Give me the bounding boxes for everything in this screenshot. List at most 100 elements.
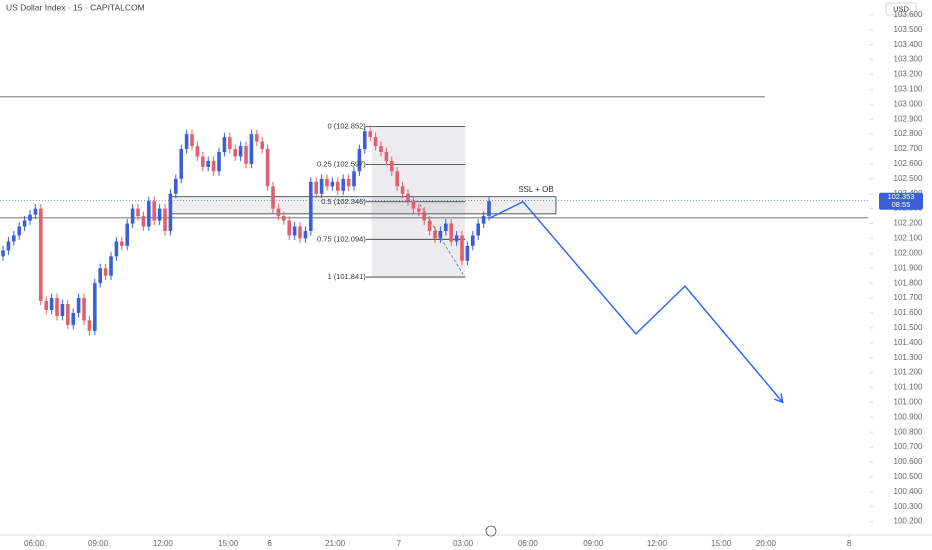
x-tick-label: 06:00 (518, 539, 539, 548)
candle-body (341, 178, 346, 191)
candle-body (390, 160, 394, 172)
candle-body (66, 304, 70, 325)
y-tick-label: 103.100 (894, 85, 923, 94)
candle-body (249, 134, 254, 164)
drawings: SSL + OB (0, 96, 869, 278)
candle-body (130, 208, 135, 224)
candle-body (17, 226, 22, 236)
y-tick-label: 102.500 (894, 174, 923, 183)
candle-body (314, 181, 319, 194)
candle-body (287, 220, 292, 236)
y-tick-label: 102.200 (894, 219, 923, 228)
candle-body (39, 208, 43, 302)
candle-body (55, 298, 59, 316)
candle-body (346, 178, 351, 187)
y-tick-label: 103.200 (894, 70, 923, 79)
candle-body (174, 178, 178, 194)
settings-icon[interactable] (485, 525, 497, 537)
x-tick-label: 06:00 (24, 539, 45, 548)
candle-body (109, 256, 113, 276)
candle-body (465, 245, 470, 261)
y-tick-label: 101.400 (894, 338, 923, 347)
y-tick-label: 100.300 (894, 502, 923, 511)
y-tick-label: 103.600 (894, 10, 923, 19)
candle-body (325, 178, 329, 187)
y-tick-label: 101.000 (894, 397, 923, 406)
candle-body (260, 141, 265, 150)
x-tick-label: 12:00 (647, 539, 668, 548)
candle-body (336, 181, 340, 191)
y-tick-label: 102.100 (894, 234, 923, 243)
x-tick-label: 09:00 (583, 539, 604, 548)
candle-body (141, 216, 146, 227)
currency-box[interactable] (885, 2, 917, 16)
y-tick-label: 100.600 (894, 457, 923, 466)
x-tick-label: 7 (397, 539, 402, 548)
candle-body (71, 312, 76, 325)
candle-body (363, 131, 367, 150)
candle-body (152, 201, 157, 221)
zone-label: SSL + OB (518, 185, 554, 194)
candle-body (163, 208, 167, 231)
candle-body (147, 201, 151, 227)
y-tick-label: 101.200 (894, 368, 923, 377)
y-tick-label: 102.700 (894, 144, 923, 153)
candle-body (49, 298, 54, 310)
candle-body (190, 134, 194, 147)
arrow-head (774, 393, 784, 404)
y-tick-label: 101.300 (894, 353, 923, 362)
x-tick-label: 8 (847, 539, 852, 548)
candle-body (28, 214, 32, 221)
candle-body (60, 304, 65, 316)
x-tick-label: 6 (268, 539, 273, 548)
currency: USD (893, 4, 909, 13)
price-tag-value: 102.353 (887, 192, 914, 201)
candles (1, 126, 491, 336)
candle-body (406, 193, 410, 202)
candle-body (368, 131, 373, 138)
candle-body (357, 149, 362, 172)
y-tick-label: 101.700 (894, 293, 923, 302)
candle-body (12, 235, 16, 242)
candle-body (400, 186, 405, 194)
price-tag (879, 192, 923, 210)
y-tick-label: 100.900 (894, 412, 923, 421)
candle-body (460, 235, 464, 261)
price-tag-countdown: 08:55 (892, 200, 911, 209)
candle-body (82, 298, 86, 321)
candle-body (395, 171, 400, 187)
candle-body (93, 283, 97, 331)
candle-body (201, 156, 205, 167)
fib-label: 1 (101.841) (327, 272, 366, 281)
candle-body (438, 230, 443, 239)
candle-body (309, 181, 313, 231)
candle-body (136, 208, 140, 217)
overlays: 0 (102.852) 0.25 (102.597) 0.5 (102.346) 0.… (0, 121, 870, 404)
candle-body (417, 208, 421, 212)
x-tick-label: 12:00 (153, 539, 174, 548)
candle-body (125, 223, 130, 246)
candle-body (379, 146, 383, 153)
candle-body (454, 235, 459, 242)
fib-label: 0 (102.852) (327, 121, 366, 130)
candle-body (44, 301, 49, 310)
candle-body (195, 146, 200, 157)
y-tick-label: 102.800 (894, 129, 923, 138)
candle-body (157, 208, 162, 221)
fib-label: 0.5 (102.346) (321, 197, 366, 206)
candle-body (481, 216, 486, 224)
candle-body (384, 152, 389, 161)
y-tick-label: 103.500 (894, 25, 923, 34)
candle-body (422, 211, 427, 221)
candle-body (255, 134, 259, 142)
candle-body (206, 160, 211, 167)
x-tick-label: 09:00 (88, 539, 109, 548)
candle-body (222, 137, 227, 153)
y-tick-label: 100.400 (894, 487, 923, 496)
y-tick-label: 101.500 (894, 323, 923, 332)
y-tick-label: 102.900 (894, 114, 923, 123)
y-tick-label: 100.800 (894, 427, 923, 436)
